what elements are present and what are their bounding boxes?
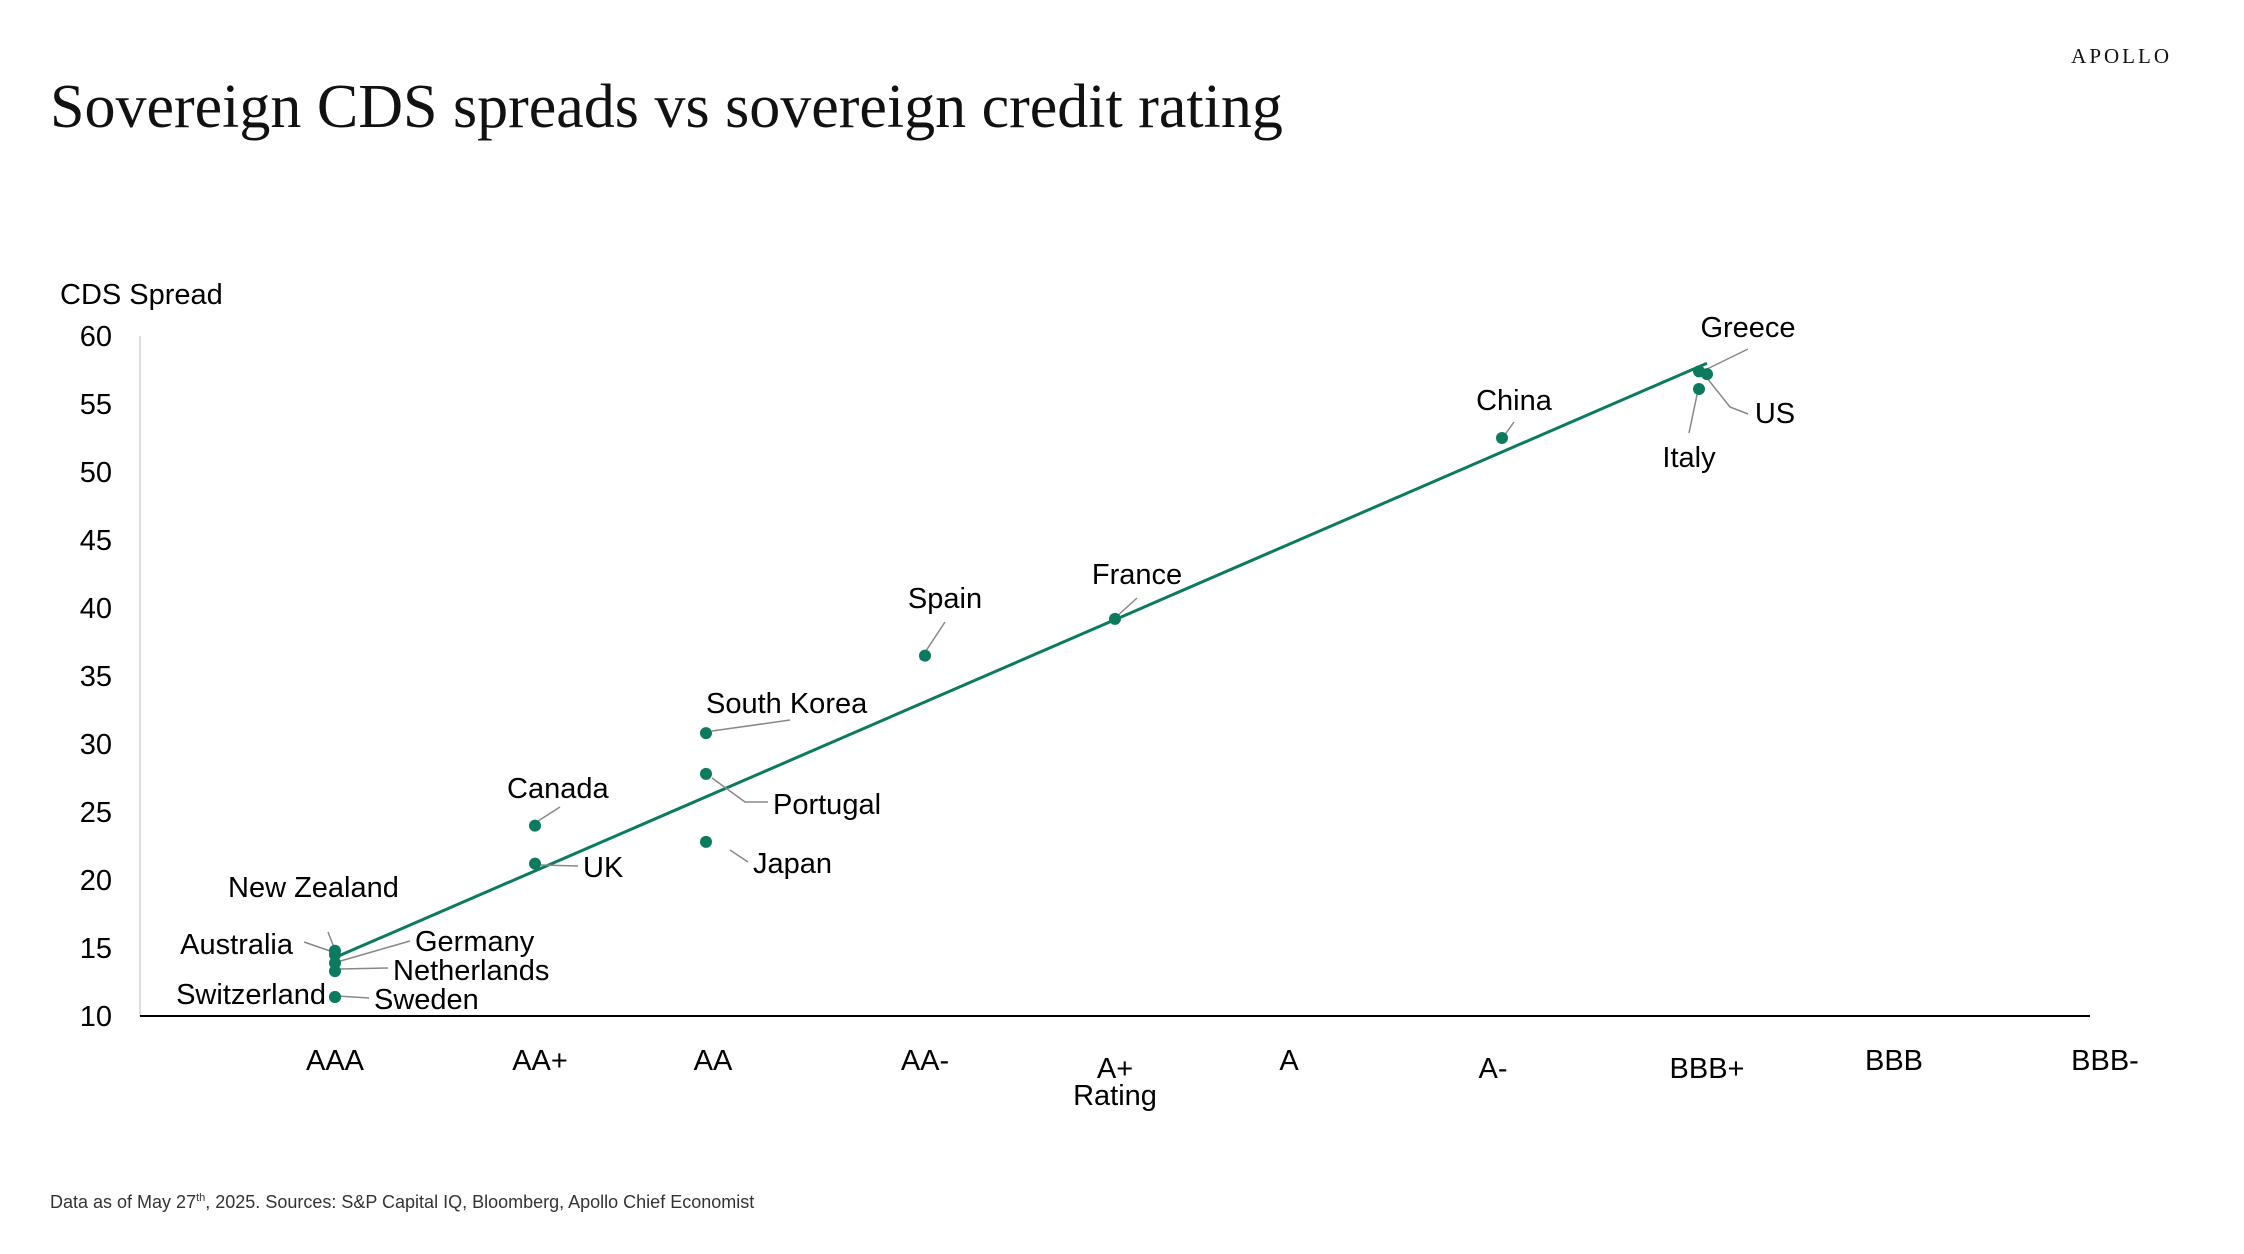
x-tick-label: A- — [1479, 1053, 1508, 1085]
y-tick-label: 60 — [80, 321, 112, 353]
point-label: Spain — [908, 583, 982, 615]
y-tick-label: 40 — [80, 593, 112, 625]
data-point — [1496, 432, 1508, 444]
point-label: Netherlands — [393, 955, 549, 987]
data-point — [329, 965, 341, 978]
y-axis-label: CDS Spread — [60, 279, 223, 311]
y-tick-label: 50 — [80, 457, 112, 489]
leader-line — [711, 777, 768, 803]
leader-line — [711, 719, 791, 732]
x-tick-label: AA — [694, 1045, 733, 1077]
leader-line — [1702, 372, 1749, 415]
y-tick-label: 55 — [80, 389, 112, 421]
x-tick-label: A — [1279, 1045, 1299, 1077]
trendline — [334, 361, 1708, 959]
y-tick-label: 20 — [80, 865, 112, 897]
x-tick-label: AA+ — [512, 1045, 568, 1077]
point-label: Germany — [415, 926, 535, 958]
leader-line — [534, 806, 561, 824]
x-tick-label: AAA — [306, 1045, 365, 1077]
data-point — [529, 857, 541, 870]
x-tick-label: A+ — [1097, 1053, 1133, 1085]
point-label: Japan — [753, 848, 832, 880]
data-point — [1693, 383, 1705, 396]
point-label: South Korea — [706, 688, 868, 720]
brand-logo: APOLLO — [2071, 44, 2172, 68]
x-tick-label: BBB — [1865, 1045, 1923, 1077]
point-label: New Zealand — [228, 872, 399, 904]
leader-line — [1688, 389, 1699, 434]
x-tick-label: AA- — [901, 1045, 949, 1077]
data-point — [329, 990, 341, 1003]
footnote-sources: , 2025. Sources: S&P Capital IQ, Bloombe… — [205, 1192, 755, 1212]
data-point — [529, 819, 541, 832]
y-tick-label: 25 — [80, 797, 112, 829]
x-axis-label: Rating — [1073, 1080, 1157, 1112]
data-point — [1701, 368, 1713, 381]
x-tick-label: BBB+ — [1670, 1053, 1745, 1085]
point-label: China — [1476, 385, 1553, 417]
y-tick-label: 10 — [80, 1001, 112, 1033]
leader-line — [336, 940, 411, 963]
leader-line — [338, 967, 389, 970]
footnote-text: Data as of May 27 — [50, 1192, 197, 1212]
y-tick-label: 45 — [80, 525, 112, 557]
footnote-superscript: th — [196, 1192, 206, 1204]
y-tick-label: 15 — [80, 933, 112, 965]
point-label: France — [1092, 559, 1182, 591]
leader-line — [539, 864, 579, 867]
point-label: Canada — [507, 773, 609, 805]
leader-line — [303, 941, 334, 953]
page-title: Sovereign CDS spreads vs sovereign credi… — [50, 73, 1283, 141]
leader-line — [729, 849, 749, 863]
y-tick-label: 30 — [80, 729, 112, 761]
point-label: Portugal — [773, 789, 881, 821]
leader-line — [1702, 348, 1749, 372]
point-label: Switzerland — [176, 979, 326, 1011]
point-label: Sweden — [374, 984, 479, 1016]
point-label: US — [1755, 398, 1795, 430]
data-point — [700, 835, 712, 848]
point-label: Greece — [1700, 312, 1795, 344]
point-label: Italy — [1662, 442, 1716, 474]
point-label: Australia — [180, 929, 294, 961]
data-point — [1109, 612, 1121, 625]
x-tick-label: BBB- — [2071, 1045, 2139, 1077]
data-point — [919, 649, 931, 662]
data-point — [700, 727, 712, 740]
y-tick-label: 35 — [80, 661, 112, 693]
point-label: UK — [583, 852, 624, 884]
leader-line — [336, 995, 370, 999]
footnote: Data as of May 27th, 2025. Sources: S&P … — [50, 1192, 754, 1213]
data-point — [700, 767, 712, 780]
